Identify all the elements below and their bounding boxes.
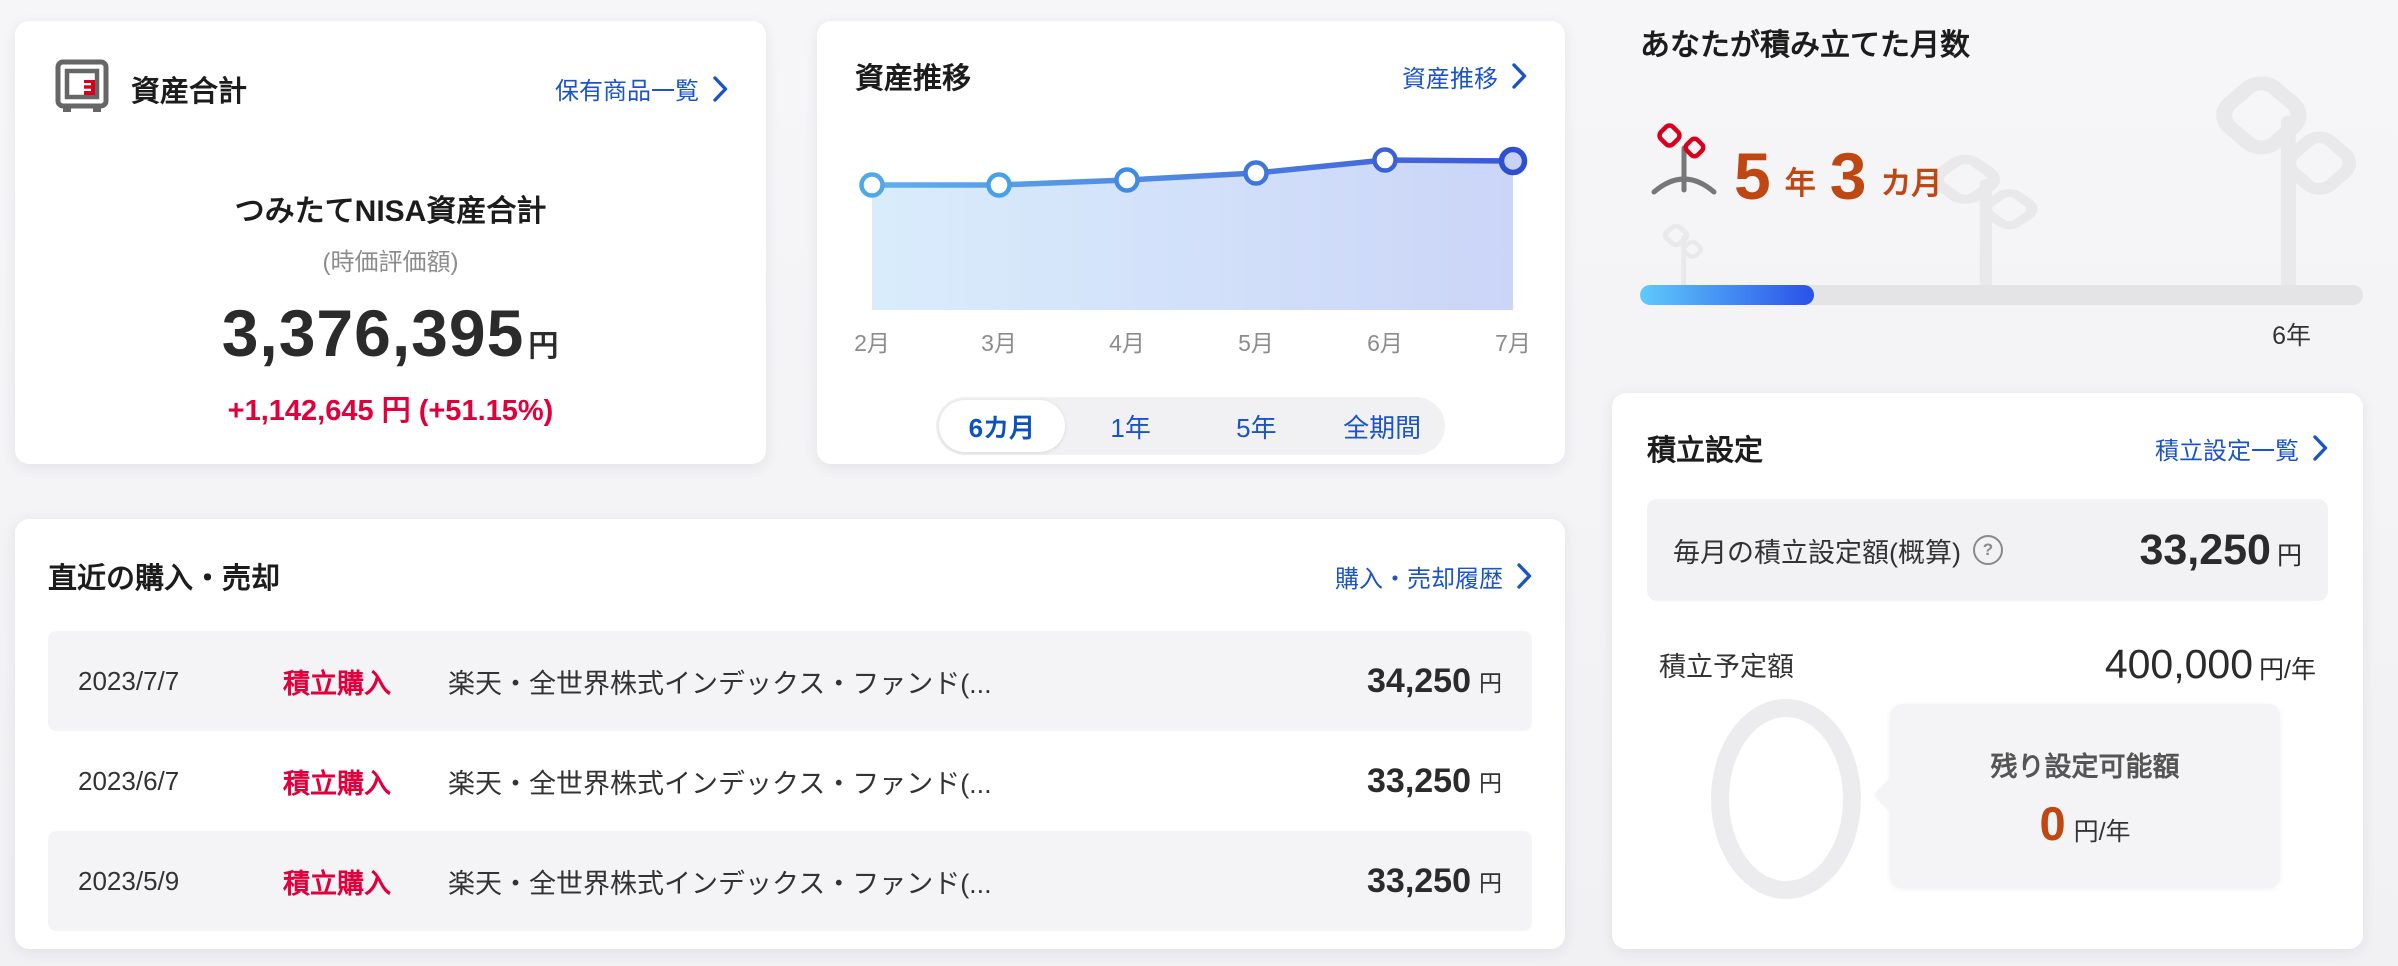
- x-tick-may: 5月: [1238, 330, 1274, 356]
- planned-amount-row: 積立予定額 400,000 円/年: [1647, 641, 2328, 688]
- recent-transactions-card: 直近の購入・売却 購入・売却履歴 2023/7/7 積立購入 楽天・全世界株式イ…: [15, 519, 1565, 949]
- chart-point-jun: [1372, 147, 1398, 173]
- progress-end-label: 6年: [2272, 322, 2311, 350]
- transaction-history-link-label: 購入・売却履歴: [1335, 565, 1503, 593]
- remaining-donut-chart: [1711, 699, 1861, 899]
- asset-trend-link[interactable]: 資産推移: [1402, 59, 1527, 94]
- years-unit: 年: [1784, 166, 1816, 201]
- remaining-value: 0 円/年: [2039, 800, 2130, 847]
- table-row[interactable]: 2023/7/7 積立購入 楽天・全世界株式インデックス・ファンド(... 34…: [48, 631, 1532, 731]
- transaction-list: 2023/7/7 積立購入 楽天・全世界株式インデックス・ファンド(... 34…: [48, 631, 1532, 931]
- planned-amount-unit: 円/年: [2259, 656, 2316, 684]
- transaction-type-badge: 積立購入: [283, 768, 391, 799]
- red-sprout-icon: [1648, 116, 1720, 209]
- x-tick-feb: 2月: [854, 330, 890, 356]
- chart-point-jul: [1498, 146, 1528, 176]
- sprout-large-icon: [2212, 73, 2360, 285]
- remaining-bubble: 残り設定可能額 0 円/年: [1890, 704, 2280, 888]
- remaining-amount: 0: [2039, 797, 2066, 850]
- fund-name: 楽天・全世界株式インデックス・ファンド(...: [448, 868, 992, 899]
- x-tick-jun: 6月: [1367, 330, 1403, 356]
- transaction-date: 2023/6/7: [78, 765, 180, 796]
- transaction-type-badge: 積立購入: [283, 668, 391, 699]
- transaction-amount: 34,250: [1367, 661, 1471, 700]
- transaction-history-link[interactable]: 購入・売却履歴: [1335, 559, 1532, 594]
- fund-name: 楽天・全世界株式インデックス・ファンド(...: [448, 768, 992, 799]
- monthly-setting-amount: 33,250: [2139, 525, 2271, 574]
- chart-point-feb: [859, 172, 885, 198]
- accumulated-months-panel: あなたが積み立てた月数 5: [1640, 20, 2363, 360]
- sprout-medium-icon: [1928, 153, 2040, 285]
- months-panel-title: あなたが積み立てた月数: [1640, 29, 1970, 62]
- planned-amount-label: 積立予定額: [1659, 652, 1794, 682]
- total-asset-unit: 円: [528, 330, 560, 363]
- chart-point-mar: [986, 172, 1012, 198]
- tab-5years[interactable]: 5年: [1236, 412, 1277, 443]
- remaining-label: 残り設定可能額: [1990, 752, 2180, 782]
- x-tick-jul: 7月: [1495, 330, 1531, 356]
- transaction-date: 2023/7/7: [78, 665, 180, 696]
- planned-amount-number: 400,000: [2104, 641, 2254, 687]
- asset-trend-link-label: 資産推移: [1402, 65, 1498, 93]
- monthly-setting-unit: 円: [2276, 541, 2302, 570]
- chart-area-fill: [872, 160, 1513, 310]
- accumulation-settings-card: 積立設定 積立設定一覧 毎月の積立設定額(概算) ? 33,250 円 積立予定額…: [1612, 393, 2363, 949]
- safe-icon: [53, 57, 111, 120]
- total-asset-value: 3,376,395 円: [53, 295, 728, 371]
- months-progress-track: [1640, 285, 2363, 305]
- monthly-setting-value: 33,250 円: [2139, 526, 2302, 575]
- chevron-right-icon: [2313, 435, 2328, 461]
- transaction-date: 2023/5/9: [78, 865, 180, 896]
- chart-line: [869, 157, 1516, 188]
- nisa-total-label: つみたてNISA資産合計: [234, 195, 547, 228]
- monthly-setting-label: 毎月の積立設定額(概算): [1673, 537, 1961, 568]
- planned-amount-value: 400,000 円/年: [2105, 641, 2316, 688]
- remaining-unit: 円/年: [2073, 818, 2131, 846]
- settings-card-title: 積立設定: [1647, 435, 1764, 467]
- tab-1year[interactable]: 1年: [1110, 412, 1151, 443]
- asset-trend-chart: 2月 3月 4月 5月 6月 7月: [854, 146, 1531, 356]
- chevron-right-icon: [1517, 563, 1532, 589]
- settings-list-link-label: 積立設定一覧: [2155, 437, 2299, 465]
- months-progress-fill: [1640, 285, 1814, 305]
- tab-6months[interactable]: 6カ月: [939, 400, 1065, 452]
- question-icon[interactable]: ?: [1972, 535, 2003, 565]
- total-asset-amount: 3,376,395: [221, 296, 525, 370]
- years-value: 5: [1734, 139, 1771, 213]
- tab-all-period[interactable]: 全期間: [1343, 412, 1422, 443]
- total-gain-text: +1,142,645 円 (+51.15%): [227, 395, 554, 427]
- asset-trend-card: 資産推移 資産推移 2月 3月 4月 5月 6月 7月: [817, 21, 1565, 464]
- market-value-note: (時価評価額): [322, 249, 459, 276]
- monthly-setting-box: 毎月の積立設定額(概算) ? 33,250 円: [1647, 499, 2328, 601]
- chart-point-may: [1243, 160, 1269, 186]
- x-tick-apr: 4月: [1109, 330, 1145, 356]
- sprout-small-icon: [1662, 223, 1704, 285]
- settings-list-link[interactable]: 積立設定一覧: [2155, 431, 2328, 466]
- chevron-right-icon: [713, 75, 728, 102]
- transaction-type-badge: 積立購入: [283, 868, 391, 899]
- assets-summary-card: 資産合計 保有商品一覧 つみたてNISA資産合計 (時価評価額) 3,376,3…: [15, 21, 766, 464]
- transaction-amount-unit: 円: [1479, 870, 1502, 896]
- months-value: 3: [1829, 139, 1867, 213]
- transaction-amount: 33,250: [1367, 761, 1471, 800]
- transaction-amount-unit: 円: [1479, 770, 1502, 796]
- history-card-title: 直近の購入・売却: [48, 563, 281, 595]
- table-row[interactable]: 2023/5/9 積立購入 楽天・全世界株式インデックス・ファンド(... 33…: [48, 831, 1532, 931]
- chart-point-apr: [1114, 167, 1140, 193]
- table-row[interactable]: 2023/6/7 積立購入 楽天・全世界株式インデックス・ファンド(... 33…: [48, 731, 1532, 831]
- holdings-list-link-label: 保有商品一覧: [555, 78, 699, 105]
- assets-card-title: 資産合計: [131, 75, 248, 108]
- chart-card-title: 資産推移: [855, 63, 972, 95]
- transaction-amount-unit: 円: [1479, 670, 1502, 696]
- transaction-amount: 33,250: [1367, 861, 1471, 900]
- period-tabbar: 6カ月 1年 5年 全期間: [936, 397, 1445, 455]
- x-tick-mar: 3月: [981, 330, 1017, 356]
- months-unit: カ月: [1880, 166, 1943, 201]
- holdings-list-link[interactable]: 保有商品一覧: [555, 71, 728, 106]
- fund-name: 楽天・全世界株式インデックス・ファンド(...: [448, 668, 992, 699]
- chevron-right-icon: [1512, 63, 1527, 89]
